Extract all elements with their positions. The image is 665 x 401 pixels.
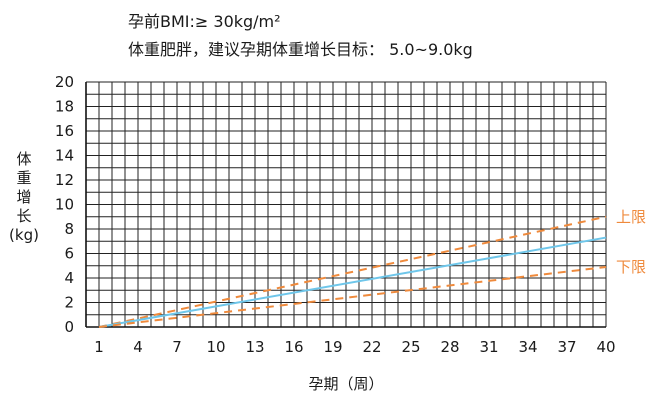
y-tick-label: 18: [55, 98, 74, 116]
x-tick-label: 25: [401, 338, 420, 356]
y-tick-label: 4: [64, 269, 74, 287]
y-tick-label: 10: [55, 196, 74, 214]
chart-axes: [85, 82, 606, 328]
x-tick-label: 7: [172, 338, 182, 356]
y-axis-label: 体 重 增 长 (kg): [8, 150, 40, 245]
x-tick-label: 10: [206, 338, 225, 356]
x-tick-label: 19: [323, 338, 342, 356]
y-tick-label: 8: [64, 220, 74, 238]
y-axis-label-char: 增: [16, 188, 32, 206]
x-tick-label: 1: [94, 338, 104, 356]
y-tick-label: 6: [64, 245, 74, 263]
y-axis-label-char: 长: [16, 207, 32, 225]
x-tick-label: 16: [284, 338, 303, 356]
x-tick-label: 40: [596, 338, 615, 356]
chart-grid: [85, 81, 607, 328]
y-tick-label: 16: [55, 122, 74, 140]
x-tick-label: 37: [557, 338, 576, 356]
x-tick-label: 4: [133, 338, 143, 356]
x-tick-label: 31: [479, 338, 498, 356]
y-axis-label-unit: (kg): [9, 226, 39, 244]
x-tick-label: 28: [440, 338, 459, 356]
series-label: 下限: [616, 258, 646, 276]
chart-series: [98, 215, 607, 328]
y-tick-label: 20: [55, 73, 74, 91]
bmi-line: 孕前BMI:≥ 30kg/m²: [128, 12, 281, 31]
x-axis-title: 孕期（周）: [308, 375, 383, 393]
x-tick-label: 22: [362, 338, 381, 356]
y-axis-label-char: 体: [16, 150, 32, 168]
x-tick-label: 13: [245, 338, 264, 356]
series-line-upper: [98, 215, 607, 328]
gain-target-line: 体重肥胖，建议孕期体重增长目标： 5.0~9.0kg: [128, 40, 473, 59]
series-line-lower: [98, 265, 607, 328]
x-tick-label: 34: [518, 338, 537, 356]
y-tick-label: 2: [64, 294, 74, 312]
y-tick-label: 0: [64, 318, 74, 336]
y-tick-label: 12: [55, 171, 74, 189]
y-axis-label-char: 重: [16, 169, 32, 187]
series-line-expected: [98, 236, 607, 328]
y-tick-label: 14: [55, 147, 74, 165]
series-label: 上限: [616, 208, 646, 226]
